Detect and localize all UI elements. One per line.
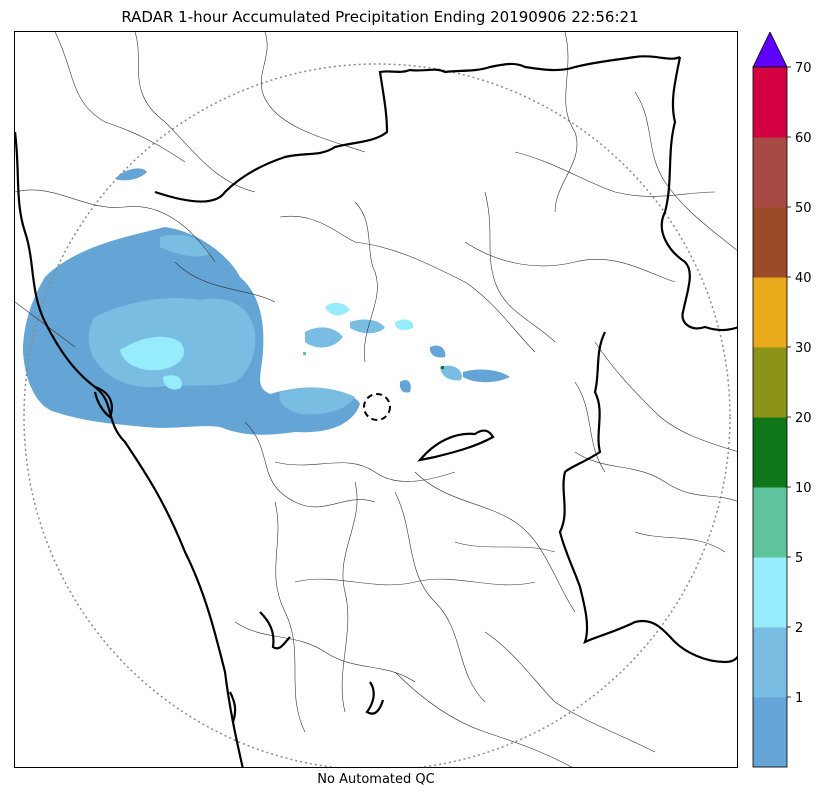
- colorbar-bin: [753, 697, 787, 768]
- colorbar-tick-label: 30: [795, 341, 812, 356]
- qc-note: No Automated QC: [317, 772, 435, 787]
- colorbar-tick-label: 20: [795, 411, 812, 426]
- colorbar-bin: [753, 627, 787, 698]
- precipitation-colorbar: 1 2 5 10 20 30 40 50 60 70: [752, 31, 825, 772]
- colorbar-extend-arrow: [752, 31, 788, 68]
- colorbar-tick-label: 60: [795, 131, 812, 146]
- state-boundaries: [15, 55, 737, 767]
- colorbar-bin: [753, 417, 787, 488]
- colorbar-tick-label: 10: [795, 481, 812, 496]
- colorbar-bin: [753, 137, 787, 208]
- colorbar-tick-label: 50: [795, 201, 812, 216]
- colorbar-tick-label: 2: [795, 621, 803, 636]
- colorbar-tick-label: 1: [795, 691, 803, 706]
- radar-map[interactable]: [14, 31, 738, 768]
- map-title: RADAR 1-hour Accumulated Precipitation E…: [121, 8, 639, 26]
- colorbar-bin: [753, 557, 787, 628]
- colorbar-tick-label: 40: [795, 271, 812, 286]
- district-boundaries: [15, 32, 737, 767]
- radar-range-ring: [23, 63, 731, 767]
- colorbar-tick-label: 70: [795, 61, 812, 76]
- colorbar-bin: [753, 487, 787, 558]
- radar-site-marker: [363, 393, 391, 421]
- colorbar-bin: [753, 347, 787, 418]
- colorbar-bin: [753, 67, 787, 138]
- precipitation-layer: [23, 168, 510, 435]
- colorbar-bin: [753, 207, 787, 278]
- colorbar-bin: [753, 277, 787, 348]
- colorbar-svg: 1 2 5 10 20 30 40 50 60 70: [752, 31, 812, 768]
- radar-map-canvas: [15, 32, 737, 767]
- colorbar-tick-label: 5: [795, 551, 803, 566]
